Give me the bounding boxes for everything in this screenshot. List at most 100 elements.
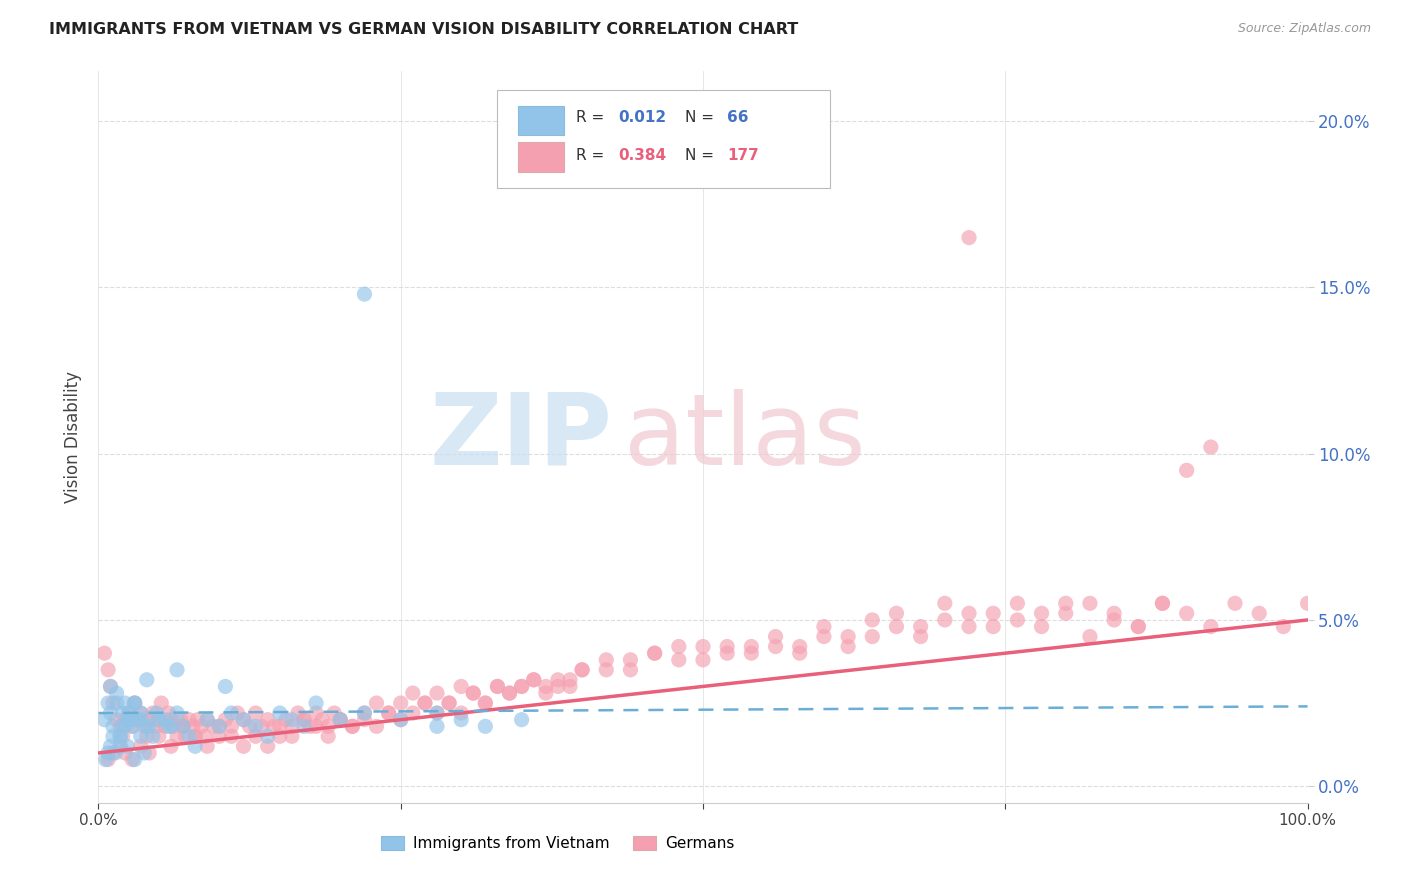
Point [129,713,152,727]
Point [245,706,267,720]
Point [117,739,139,754]
Point [101,719,124,733]
Point [135,719,157,733]
Point [202,719,225,733]
Point [108,739,131,754]
Point [281,713,304,727]
Point [208,719,231,733]
Point [547,680,569,694]
Point [377,706,399,720]
Point [97,663,120,677]
Point [534,680,557,694]
Point [101,696,124,710]
Point [172,719,194,733]
Point [179,729,201,743]
Point [837,640,859,654]
Point [486,680,509,694]
Point [498,686,520,700]
Point [910,619,932,633]
Point [765,640,787,654]
Point [450,706,472,720]
Point [124,696,146,710]
Point [121,713,143,727]
Point [100,739,122,754]
Point [311,713,333,727]
Point [523,673,546,687]
Point [377,706,399,720]
Point [287,706,309,720]
Point [172,719,194,733]
Point [153,719,176,733]
Point [93,713,115,727]
Point [413,696,436,710]
Point [740,640,762,654]
Point [981,607,1004,621]
Point [148,713,170,727]
Point [145,706,167,720]
Point [121,753,143,767]
Point [837,630,859,644]
Point [142,706,165,720]
Point [100,706,122,720]
Point [860,630,883,644]
Point [172,719,194,733]
Point [108,729,131,743]
Point [934,613,956,627]
Point [1296,596,1319,610]
Point [389,713,412,727]
Point [105,713,128,727]
Point [1175,607,1198,621]
Point [510,713,533,727]
Point [1031,619,1053,633]
Point [93,646,115,660]
Point [510,680,533,694]
Point [108,739,131,754]
Point [269,706,291,720]
Point [366,696,388,710]
Point [150,696,173,710]
Point [1249,607,1271,621]
Point [740,646,762,660]
Text: IMMIGRANTS FROM VIETNAM VS GERMAN VISION DISABILITY CORRELATION CHART: IMMIGRANTS FROM VIETNAM VS GERMAN VISION… [49,22,799,37]
Point [1078,596,1101,610]
Point [101,729,124,743]
Point [274,713,297,727]
Point [860,613,883,627]
Point [232,713,254,727]
Point [366,719,388,733]
Point [118,706,141,720]
Text: ZIP: ZIP [429,389,613,485]
Point [221,706,243,720]
Point [1078,630,1101,644]
Point [716,646,738,660]
Text: 66: 66 [727,110,748,125]
Point [169,713,191,727]
Point [195,739,218,754]
Point [329,713,352,727]
Point [114,713,136,727]
Point [558,673,581,687]
Text: N =: N = [685,110,718,125]
Point [426,719,449,733]
Point [353,706,375,720]
Point [105,686,128,700]
Point [281,719,304,733]
Point [305,719,328,733]
Point [195,713,218,727]
Point [135,729,157,743]
Point [124,696,146,710]
Point [534,686,557,700]
Point [437,696,460,710]
Point [184,729,207,743]
Text: R =: R = [576,110,609,125]
Point [957,607,980,621]
Point [129,729,152,743]
Point [450,713,472,727]
Point [474,719,496,733]
Point [190,719,212,733]
Point [316,719,339,733]
Point [342,719,364,733]
Point [256,713,278,727]
Point [692,653,714,667]
Text: N =: N = [685,148,718,163]
